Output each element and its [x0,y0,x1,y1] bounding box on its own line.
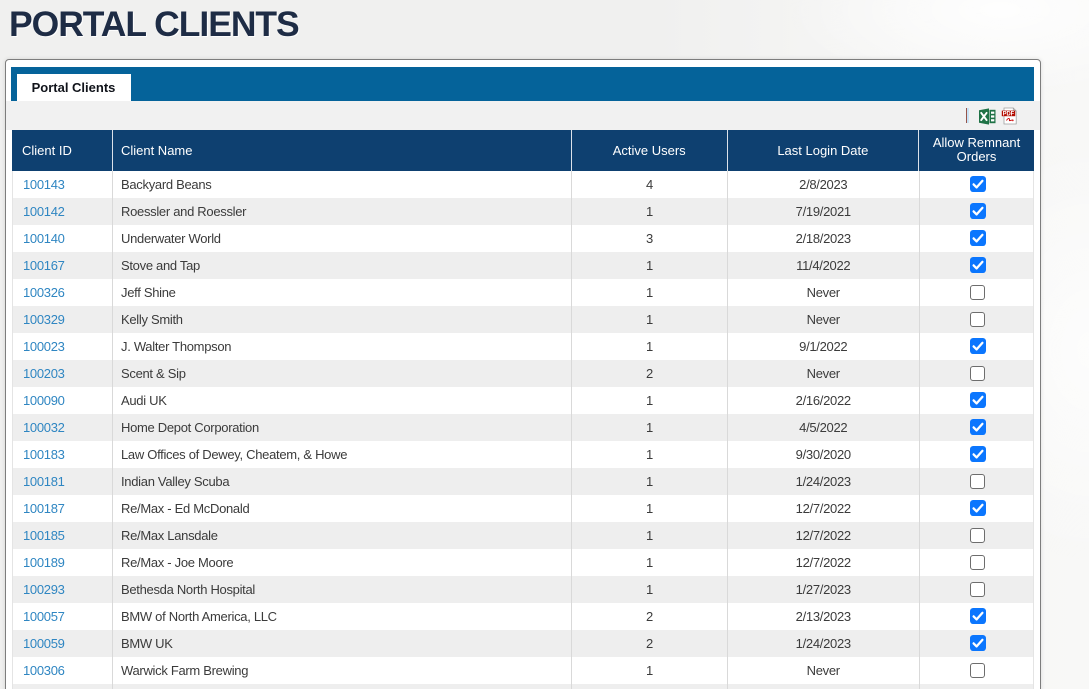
svg-text:PDF: PDF [1002,111,1014,118]
